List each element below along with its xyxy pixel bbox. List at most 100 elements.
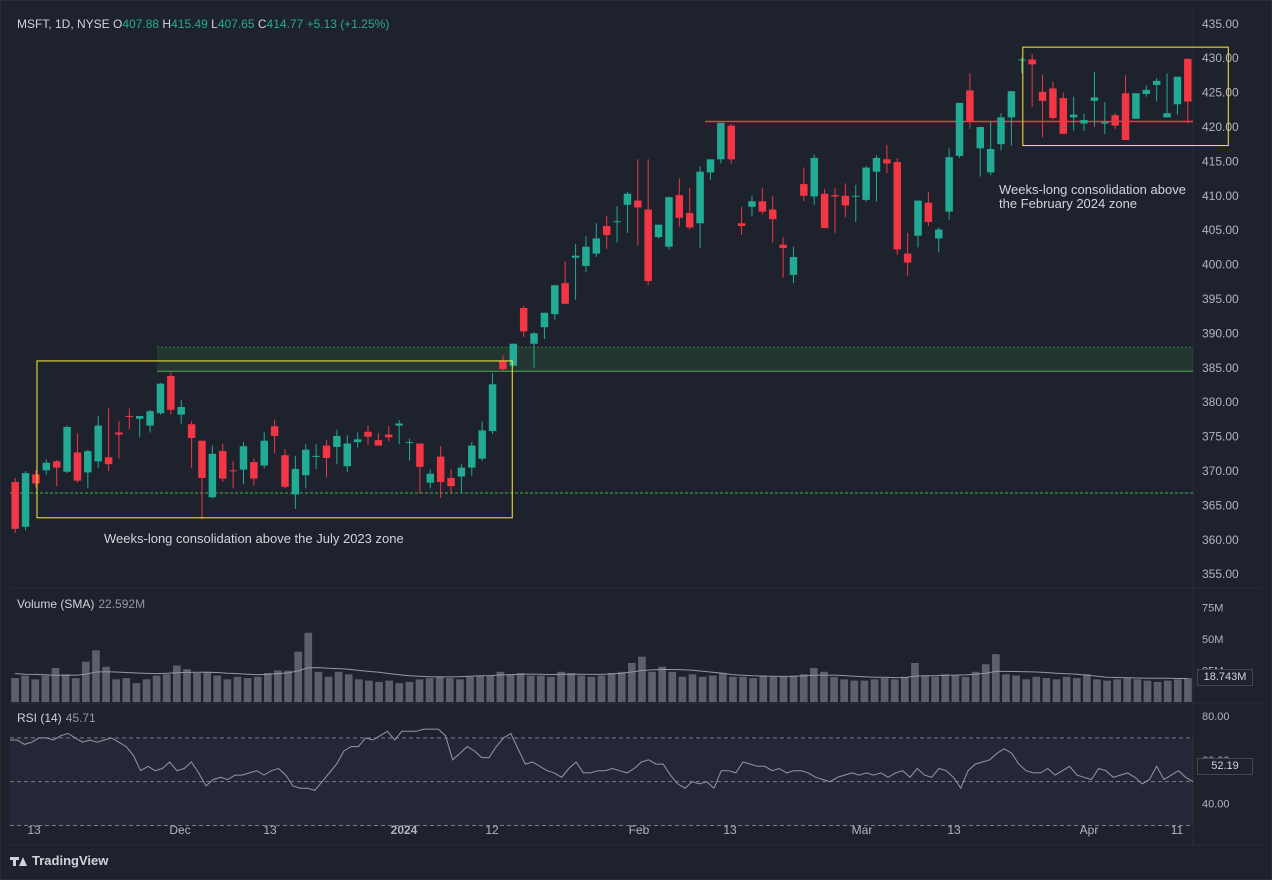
volume-bar (668, 671, 677, 702)
volume-bar (476, 675, 485, 702)
volume-bar (1072, 678, 1081, 702)
candle-up (312, 455, 320, 457)
candle-up (156, 383, 165, 414)
volume-legend[interactable]: Volume (SMA) 22.592M (17, 597, 145, 611)
rsi-tick-label: 40.00 (1202, 799, 1230, 811)
candle-up (810, 157, 818, 197)
candle-up (478, 430, 486, 459)
open-value: 407.88 (122, 17, 160, 31)
candle-up (333, 435, 341, 447)
volume-tick-label: 50M (1202, 634, 1223, 646)
volume-bar (1163, 680, 1172, 702)
tradingview-logo[interactable]: TradingView (10, 853, 108, 868)
candle-up (302, 449, 310, 476)
volume-bar (506, 674, 515, 702)
price-tick-label: 405.00 (1202, 223, 1239, 237)
volume-bar (31, 679, 40, 702)
volume-bar (688, 674, 697, 702)
volume-bar (627, 662, 636, 702)
candle-up (1018, 59, 1026, 61)
volume-bar (860, 680, 869, 702)
price-tick-label: 390.00 (1202, 326, 1239, 340)
candle-down (436, 456, 445, 483)
volume-bar (435, 676, 444, 702)
candle-down (11, 482, 19, 529)
candle-down (218, 451, 227, 479)
time-tick-label: 13 (263, 823, 277, 837)
candle-up (260, 440, 268, 466)
volume-bar (445, 678, 454, 702)
time-tick-label: Mar (852, 823, 873, 837)
candle-down (73, 452, 82, 481)
volume-bar (1042, 678, 1051, 702)
candle-up (146, 411, 154, 426)
price-tick-label: 375.00 (1202, 430, 1239, 444)
candle-up (571, 255, 580, 258)
candle-up (208, 453, 217, 498)
time-tick-label: Dec (169, 823, 190, 837)
candle-up (582, 246, 590, 266)
volume-bar (587, 676, 596, 702)
candle-up (1080, 120, 1088, 124)
candle-up (1142, 89, 1151, 94)
low-value: 407.65 (217, 17, 255, 31)
candle-up (21, 473, 30, 527)
volume-bar (365, 680, 373, 702)
price-tick-label: 365.00 (1202, 498, 1239, 512)
price-tick-label: 395.00 (1202, 292, 1239, 306)
time-tick-label: 13 (947, 823, 961, 837)
candle-up (84, 451, 92, 473)
candle-up (696, 171, 704, 224)
high-label: H (162, 17, 172, 31)
july-zone-band (157, 347, 1193, 372)
volume-bar (658, 666, 667, 702)
volume-bar (617, 671, 626, 702)
symbol-label[interactable]: MSFT, 1D, NYSE (17, 17, 110, 31)
volume-bar (718, 673, 727, 702)
volume-bar (678, 676, 687, 702)
volume-bar (921, 675, 929, 702)
candle-up (509, 343, 518, 366)
price-tick-label: 360.00 (1202, 533, 1239, 547)
close-label: C (257, 17, 267, 31)
volume-bar (769, 676, 778, 702)
candle-down (416, 443, 424, 467)
volume-bar (1082, 674, 1091, 702)
volume-bar (597, 675, 606, 702)
price-tick-label: 370.00 (1202, 464, 1239, 478)
volume-bar (1032, 676, 1041, 702)
candle-down (447, 477, 455, 487)
volume-bar (81, 661, 90, 702)
rsi-legend[interactable]: RSI (14) 45.71 (17, 711, 96, 725)
candle-up (706, 159, 715, 173)
candle-down (52, 461, 61, 468)
price-tick-label: 420.00 (1202, 120, 1239, 134)
candle-down (1184, 58, 1192, 102)
volume-bar (405, 681, 414, 702)
price-tick-label: 385.00 (1202, 361, 1239, 375)
time-tick-label: 11 (1171, 823, 1184, 837)
candle-up (343, 443, 351, 467)
candle-up (468, 445, 476, 468)
volume-bar (648, 671, 656, 702)
price-tick-label: 380.00 (1202, 395, 1239, 409)
candle-down (1111, 115, 1119, 126)
volume-tick-label: 75M (1202, 603, 1223, 615)
volume-bar (1052, 679, 1061, 702)
volume-bar (1002, 674, 1010, 702)
candle-up (976, 126, 985, 149)
candle-up (1090, 97, 1099, 101)
volume-bar (385, 680, 394, 702)
candle-up (986, 148, 995, 173)
candle-down (385, 434, 393, 438)
candle-down (644, 209, 652, 282)
volume-bar (223, 679, 232, 702)
candle-up (914, 200, 922, 236)
candle-down (364, 431, 372, 437)
volume-bar (809, 668, 818, 702)
left-box-annotation: Weeks-long consolidation above the July … (104, 531, 404, 546)
candle-up (488, 384, 497, 432)
volume-bar (21, 675, 30, 702)
volume-bar (840, 679, 849, 702)
